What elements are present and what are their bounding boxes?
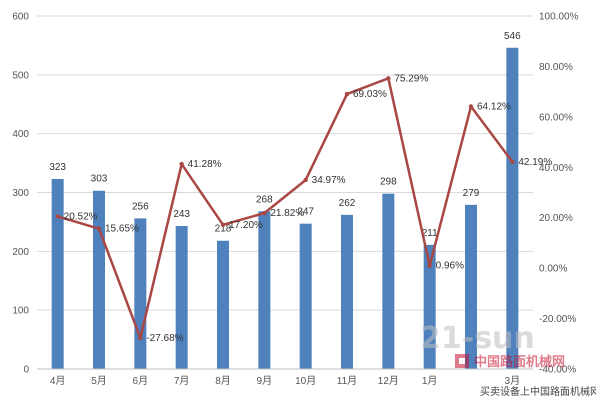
- line-point: [179, 161, 184, 167]
- x-tick-label: 11月: [337, 375, 357, 387]
- bar-value-label: 247: [297, 207, 314, 218]
- gridlines: [37, 15, 533, 370]
- bar: [51, 178, 64, 369]
- line-point: [220, 222, 226, 227]
- watermark-logo-icon: [455, 354, 469, 368]
- line-series: [55, 76, 515, 341]
- line-point: [468, 104, 474, 109]
- right-tick-label: -40.00%: [539, 365, 576, 376]
- x-tick-label: 4月: [50, 375, 66, 387]
- line-value-label: 42.19%: [518, 157, 552, 168]
- bar-value-label: 218: [215, 224, 232, 235]
- watermark: 21-sun 中国路面机械网: [420, 321, 565, 370]
- bar-series: [51, 47, 519, 370]
- x-tick-label: 8月: [215, 375, 231, 387]
- line-value-label: 0.96%: [436, 261, 464, 272]
- bar: [341, 214, 353, 369]
- line-path: [57, 77, 514, 340]
- right-tick-label: 0.00%: [539, 264, 567, 275]
- bar-data-labels: 323 303 256 243 218 268 247 262 298 211 279 546: [49, 31, 521, 239]
- bar-value-label: 262: [339, 198, 356, 209]
- x-tick-label: 7月: [174, 375, 190, 387]
- line-value-label: 64.12%: [477, 101, 511, 112]
- line-value-label: 41.28%: [188, 159, 222, 170]
- line-value-label: 17.20%: [229, 220, 263, 231]
- right-tick-label: 100.00%: [539, 12, 579, 23]
- line-point: [344, 91, 350, 97]
- bar-value-label: 256: [132, 201, 149, 212]
- line-point: [138, 335, 143, 341]
- bar: [299, 223, 312, 369]
- line-data-labels: 20.52% 15.65% -27.68% 41.28% 17.20% 21.82% 34.…: [64, 73, 553, 344]
- left-tick-label: 0: [23, 365, 29, 376]
- line-value-label: -27.68%: [146, 333, 183, 344]
- line-point: [96, 226, 102, 231]
- line-value-label: 34.97%: [312, 175, 346, 186]
- x-tick-label: 3月: [505, 375, 521, 387]
- bar: [175, 226, 188, 369]
- x-tick-label: 9月: [257, 375, 273, 387]
- bar-value-label: 546: [504, 31, 521, 42]
- bar: [382, 193, 395, 369]
- right-tick-label: -20.00%: [539, 314, 576, 325]
- bar: [217, 240, 229, 369]
- bar-value-label: 323: [49, 162, 66, 173]
- line-point: [386, 76, 391, 81]
- bar: [258, 211, 271, 369]
- right-tick-label: 20.00%: [539, 213, 573, 224]
- bar: [465, 204, 477, 369]
- line-point: [303, 177, 308, 183]
- bar-value-label: 298: [380, 177, 397, 188]
- bar-value-label: 211: [422, 228, 438, 239]
- left-tick-label: 400: [12, 129, 29, 140]
- right-tick-label: 40.00%: [539, 163, 573, 174]
- x-tick-label: 12月: [378, 375, 399, 387]
- left-tick-label: 500: [12, 70, 29, 81]
- x-tick-label: 6月: [133, 375, 149, 387]
- line-point: [427, 263, 432, 268]
- bar: [423, 244, 436, 369]
- x-axis: 4月 5月 6月 7月 8月 9月 10月 11月 12月 1月 3月: [37, 368, 533, 387]
- line-point: [55, 214, 60, 219]
- line-value-label: 75.29%: [394, 73, 428, 84]
- watermark-slogan: 买卖设备上中国路面机械网: [480, 385, 596, 398]
- bar-value-label: 243: [173, 209, 190, 220]
- bar-value-label: 303: [91, 174, 108, 185]
- watermark-brand: 21-sun: [420, 321, 535, 356]
- left-tick-label: 200: [12, 247, 29, 258]
- left-tick-label: 300: [12, 188, 29, 199]
- line-value-label: 21.82%: [270, 208, 304, 219]
- line-value-label: 69.03%: [353, 89, 387, 100]
- right-y-axis: -40.00% -20.00% 0.00% 20.00% 40.00% 60.00% 80.…: [539, 12, 579, 376]
- line-value-label: 15.65%: [105, 224, 139, 235]
- bar: [134, 218, 147, 369]
- x-tick-label: 10月: [295, 375, 316, 387]
- line-point: [510, 159, 515, 164]
- bar: [506, 47, 519, 370]
- left-tick-label: 100: [12, 306, 29, 317]
- right-tick-label: 80.00%: [539, 62, 573, 73]
- x-tick-label: 5月: [91, 375, 107, 387]
- bar-value-label: 279: [463, 188, 480, 199]
- line-value-label: 20.52%: [64, 211, 98, 222]
- left-tick-label: 600: [12, 12, 29, 23]
- right-tick-label: 60.00%: [539, 112, 573, 123]
- bar-value-label: 268: [256, 194, 273, 205]
- left-y-axis: 0 100 200 300 400 500 600: [12, 12, 29, 376]
- line-point: [262, 210, 267, 216]
- x-tick-label: 1月: [422, 375, 438, 387]
- watermark-site: 中国路面机械网: [474, 354, 565, 370]
